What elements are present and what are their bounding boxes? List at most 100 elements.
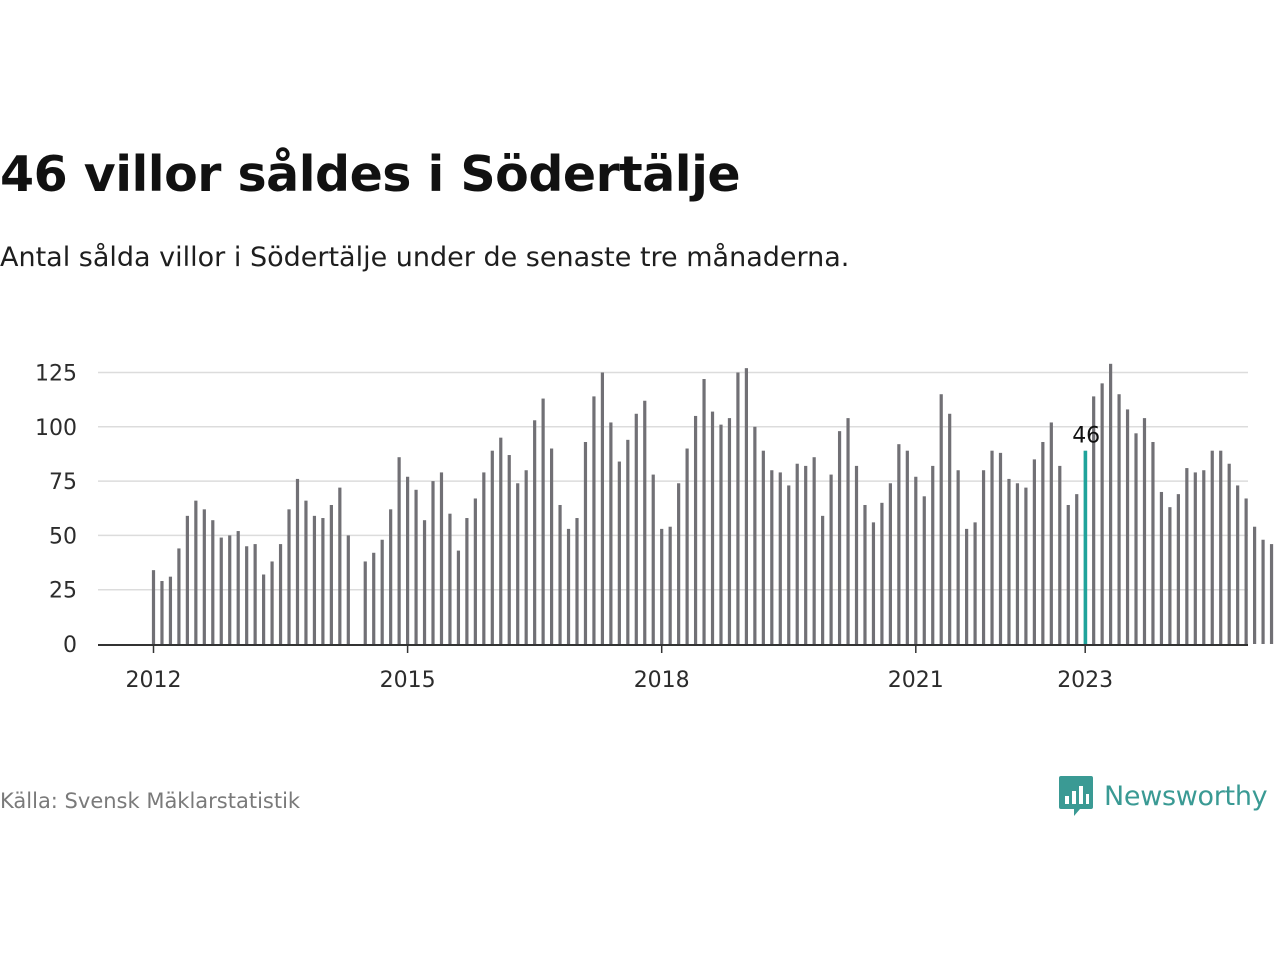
bar xyxy=(219,537,223,644)
bar xyxy=(414,489,418,644)
bar xyxy=(1151,442,1155,644)
bar xyxy=(321,518,325,644)
bar xyxy=(634,413,638,644)
bars xyxy=(151,363,1274,644)
bar xyxy=(1210,450,1214,644)
highlight-value-label: 46 xyxy=(1072,424,1100,449)
bar xyxy=(626,439,630,644)
bar xyxy=(270,561,274,644)
bar xyxy=(507,455,511,644)
x-axis xyxy=(98,644,1248,653)
bar xyxy=(558,504,562,644)
bar xyxy=(1049,422,1053,644)
bar xyxy=(211,520,215,644)
bar xyxy=(693,415,698,644)
bar xyxy=(372,552,376,644)
bar xyxy=(770,470,774,644)
bar xyxy=(363,561,367,644)
bar xyxy=(177,548,181,644)
source-note: Källa: Svensk Mäklarstatistik xyxy=(0,789,301,813)
bar xyxy=(1066,504,1070,644)
bar xyxy=(202,509,206,644)
bar xyxy=(389,509,393,644)
y-tick-label: 100 xyxy=(35,416,77,441)
bar xyxy=(482,472,486,644)
bar xyxy=(609,422,613,644)
bar xyxy=(1244,498,1248,644)
bar xyxy=(863,504,867,644)
bar xyxy=(228,535,232,644)
bar xyxy=(516,483,520,644)
bar xyxy=(1100,383,1104,644)
bar xyxy=(524,470,528,644)
bar xyxy=(973,522,977,644)
bar xyxy=(338,487,342,644)
bar xyxy=(304,500,308,644)
x-tick-label: 2018 xyxy=(634,668,690,693)
labels: 0 25 50 75 100 125 2012 2015 2018 2021 2023 46 xyxy=(35,362,1113,694)
bar-chart: 0 25 50 75 100 125 2012 2015 2018 2021 2023 46 xyxy=(35,362,1274,694)
bar xyxy=(617,461,621,644)
bar xyxy=(1058,465,1062,644)
bar xyxy=(897,444,901,644)
bar xyxy=(829,474,833,644)
bar xyxy=(736,372,740,644)
bar xyxy=(1024,487,1028,644)
bar xyxy=(1041,442,1045,644)
bar xyxy=(380,539,384,644)
chart-subtitle: Antal sålda villor i Södertälje under de… xyxy=(0,242,850,273)
bar xyxy=(490,450,494,644)
bar xyxy=(787,485,791,644)
bar xyxy=(194,500,198,644)
y-tick-label: 50 xyxy=(49,524,77,549)
bar xyxy=(473,498,477,644)
bar xyxy=(592,396,596,644)
bar xyxy=(583,442,588,644)
bar xyxy=(677,483,681,644)
bar xyxy=(1007,478,1011,644)
bar xyxy=(406,476,410,644)
bar xyxy=(871,522,876,644)
bar xyxy=(1032,459,1036,644)
bar xyxy=(812,457,816,644)
bar xyxy=(778,472,782,644)
bar xyxy=(888,483,892,644)
bar xyxy=(710,411,715,644)
bar xyxy=(566,528,571,644)
bar xyxy=(1142,418,1147,644)
brand-logo[interactable]: Newsworthy xyxy=(1058,773,1268,819)
highlight-bar xyxy=(1083,450,1088,644)
bar xyxy=(1168,507,1172,644)
bar xyxy=(1202,470,1206,644)
bar xyxy=(685,448,689,644)
bar xyxy=(719,424,723,644)
bar xyxy=(160,581,164,644)
bar xyxy=(931,465,935,644)
bar xyxy=(439,472,444,644)
bar xyxy=(1227,463,1231,644)
bar xyxy=(312,515,317,644)
bar xyxy=(600,372,605,644)
x-tick-label: 2021 xyxy=(888,668,944,693)
bar xyxy=(956,470,960,644)
bar xyxy=(651,474,655,644)
bar xyxy=(1075,494,1079,644)
y-tick-label: 25 xyxy=(49,579,77,604)
bar xyxy=(295,478,300,644)
bar xyxy=(1015,483,1020,644)
bar xyxy=(922,496,926,644)
bar xyxy=(753,426,757,644)
bar xyxy=(821,515,825,644)
bar xyxy=(1117,394,1121,644)
bar xyxy=(465,518,469,644)
bar xyxy=(1159,491,1164,644)
bar xyxy=(1236,485,1240,644)
bar xyxy=(1125,409,1130,644)
bar xyxy=(965,528,969,644)
bar xyxy=(761,450,765,644)
bar xyxy=(448,513,452,644)
bar xyxy=(1176,494,1180,644)
bar xyxy=(346,535,350,644)
bar xyxy=(575,518,579,644)
bar xyxy=(880,502,884,644)
